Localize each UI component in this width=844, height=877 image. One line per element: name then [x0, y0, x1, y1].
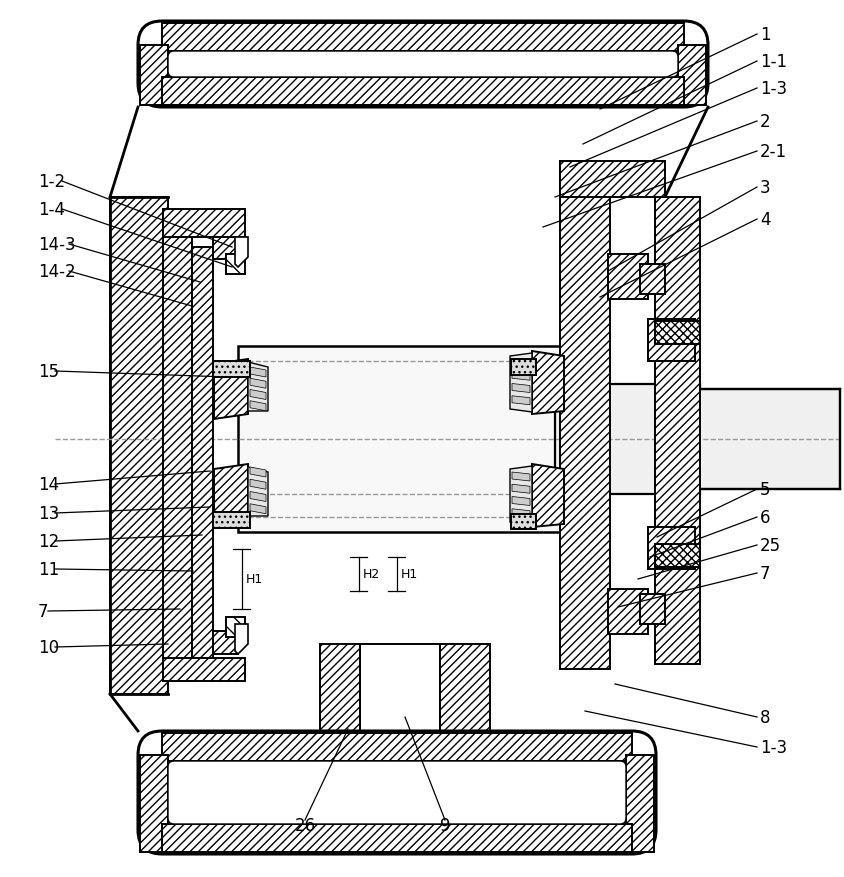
- Polygon shape: [238, 346, 561, 532]
- Text: 9: 9: [439, 816, 450, 834]
- Polygon shape: [247, 362, 268, 411]
- FancyBboxPatch shape: [138, 731, 655, 854]
- Text: 8: 8: [759, 709, 770, 726]
- Polygon shape: [511, 485, 529, 494]
- FancyBboxPatch shape: [168, 761, 625, 824]
- Polygon shape: [110, 198, 168, 695]
- Polygon shape: [608, 589, 647, 634]
- Text: 1-3: 1-3: [759, 80, 787, 98]
- Text: H1: H1: [401, 567, 418, 581]
- Text: 14-2: 14-2: [38, 263, 75, 281]
- Polygon shape: [511, 360, 529, 368]
- Text: 7: 7: [38, 602, 48, 620]
- Polygon shape: [214, 360, 247, 419]
- Polygon shape: [235, 624, 247, 654]
- Polygon shape: [511, 497, 529, 506]
- Text: 1-1: 1-1: [759, 53, 787, 71]
- Text: 6: 6: [759, 509, 770, 526]
- Polygon shape: [532, 465, 563, 527]
- Text: 5: 5: [759, 481, 770, 498]
- Polygon shape: [532, 352, 563, 415]
- Polygon shape: [639, 265, 664, 295]
- Polygon shape: [560, 162, 664, 198]
- Polygon shape: [162, 78, 683, 106]
- Polygon shape: [162, 824, 631, 852]
- Text: 1-4: 1-4: [38, 201, 65, 218]
- Text: 10: 10: [38, 638, 59, 656]
- Polygon shape: [608, 254, 647, 300]
- Polygon shape: [560, 162, 609, 669]
- Polygon shape: [654, 545, 699, 567]
- Text: 7: 7: [759, 565, 770, 582]
- Text: 15: 15: [38, 362, 59, 381]
- Polygon shape: [162, 733, 631, 761]
- FancyBboxPatch shape: [138, 22, 707, 108]
- Polygon shape: [163, 210, 245, 238]
- Polygon shape: [677, 46, 706, 106]
- Text: 11: 11: [38, 560, 59, 578]
- Polygon shape: [163, 659, 245, 681]
- Polygon shape: [250, 480, 266, 489]
- Polygon shape: [511, 384, 529, 393]
- Polygon shape: [213, 631, 238, 654]
- Polygon shape: [511, 473, 529, 481]
- Polygon shape: [654, 322, 699, 345]
- Polygon shape: [250, 379, 266, 389]
- Polygon shape: [511, 515, 535, 530]
- Polygon shape: [250, 402, 266, 411]
- Polygon shape: [510, 353, 532, 412]
- Text: H1: H1: [246, 573, 263, 586]
- Polygon shape: [162, 24, 683, 52]
- Text: 14-3: 14-3: [38, 236, 75, 253]
- Polygon shape: [647, 319, 694, 361]
- Polygon shape: [140, 46, 168, 106]
- Polygon shape: [250, 492, 266, 502]
- Text: H2: H2: [363, 567, 380, 581]
- Polygon shape: [440, 645, 490, 731]
- Text: 12: 12: [38, 532, 59, 551]
- Polygon shape: [511, 510, 529, 518]
- Text: 26: 26: [294, 816, 315, 834]
- Polygon shape: [511, 372, 529, 381]
- Polygon shape: [654, 198, 699, 664]
- Text: 13: 13: [38, 504, 59, 523]
- Polygon shape: [247, 467, 268, 517]
- Text: 1-2: 1-2: [38, 173, 65, 191]
- Polygon shape: [213, 238, 238, 260]
- Polygon shape: [163, 210, 192, 681]
- Polygon shape: [213, 361, 250, 378]
- Polygon shape: [250, 504, 266, 514]
- FancyBboxPatch shape: [168, 52, 677, 78]
- Polygon shape: [320, 645, 360, 731]
- Text: 14: 14: [38, 475, 59, 494]
- Polygon shape: [225, 254, 245, 275]
- Polygon shape: [664, 389, 839, 489]
- Polygon shape: [647, 527, 694, 569]
- Text: 4: 4: [759, 210, 770, 229]
- Polygon shape: [511, 396, 529, 405]
- Text: 1-3: 1-3: [759, 738, 787, 756]
- Text: 2-1: 2-1: [759, 143, 787, 160]
- Text: 2: 2: [759, 113, 770, 131]
- Text: 25: 25: [759, 537, 780, 554]
- Polygon shape: [555, 384, 699, 495]
- Polygon shape: [639, 595, 664, 624]
- Polygon shape: [250, 367, 266, 378]
- Polygon shape: [225, 617, 245, 638]
- Polygon shape: [360, 645, 440, 731]
- Polygon shape: [625, 755, 653, 852]
- Polygon shape: [250, 390, 266, 400]
- Text: 1: 1: [759, 26, 770, 44]
- Polygon shape: [235, 238, 247, 267]
- Polygon shape: [214, 465, 247, 524]
- Polygon shape: [511, 360, 535, 375]
- Polygon shape: [213, 512, 250, 529]
- Polygon shape: [140, 755, 168, 852]
- Polygon shape: [510, 467, 532, 525]
- Polygon shape: [250, 467, 266, 477]
- Text: 3: 3: [759, 179, 770, 196]
- Polygon shape: [192, 247, 213, 664]
